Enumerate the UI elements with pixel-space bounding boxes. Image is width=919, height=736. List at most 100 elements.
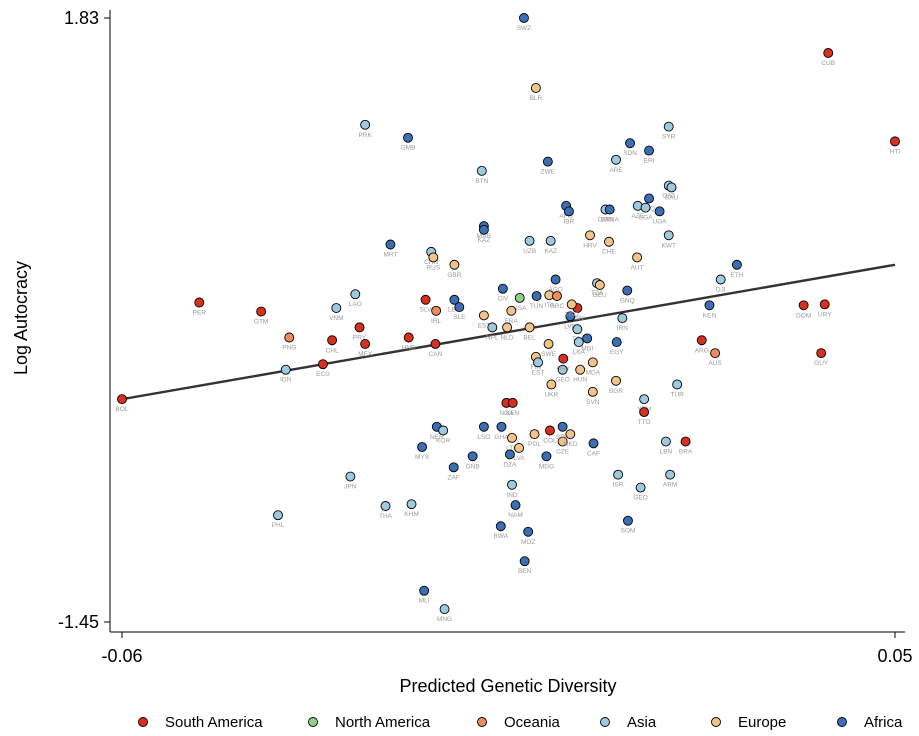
data-point-npl [487, 322, 498, 333]
data-point-dom [798, 300, 809, 311]
point-label-lvr: LVR [564, 323, 576, 330]
data-point-gbr [449, 259, 460, 270]
point-label-bgr: BGR [609, 388, 623, 395]
point-label-rus: RUS [426, 264, 440, 271]
data-point-ind [507, 479, 517, 490]
data-point-kor [438, 425, 449, 436]
point-label-ibr: IBR [564, 218, 575, 225]
data-point-tur [672, 379, 683, 390]
legend-marker-africa [837, 717, 847, 727]
point-label-ind: IND [506, 492, 518, 499]
point-label-eth: ETH [730, 272, 743, 279]
data-point-usa [514, 292, 525, 303]
x-tick-label-right: 0.05 [877, 646, 912, 666]
point-label-phl: PHL [272, 522, 285, 529]
point-label-mys: MYS [415, 454, 430, 461]
point-label-caf: CAF [587, 450, 600, 457]
point-label-bra: BRA [679, 449, 693, 456]
point-label-gha: GHA [494, 434, 509, 441]
point-label-ukr: UKR [544, 391, 558, 398]
point-label-tto: TTO [638, 419, 651, 426]
point-label-grc: GRC [550, 303, 565, 310]
point-label-ita: ITA [544, 302, 554, 309]
data-point-mkd [565, 429, 576, 440]
data-point-idn [280, 364, 291, 375]
point-label-lsn: LSN [571, 315, 584, 322]
data-point-irq [644, 193, 654, 204]
point-label-hti: HTI [890, 148, 901, 155]
data-point-ury2 [558, 353, 569, 364]
legend: South America North America Oceania Asia Eur… [138, 714, 903, 731]
point-label-aut: AUT [631, 264, 644, 271]
data-point-civ [497, 283, 508, 294]
point-label-usa: USA [513, 305, 527, 312]
data-point-cub [823, 48, 834, 58]
point-label-qat: QAT [662, 193, 675, 200]
point-label-aze: AZE [631, 213, 644, 220]
data-point-pry [354, 322, 365, 333]
data-point-zaf [448, 462, 459, 473]
point-label-gbr: GBR [447, 272, 461, 279]
data-point-eri [644, 145, 654, 156]
point-label-lbn: LBN [660, 449, 673, 456]
point-label-mex: MEX [358, 351, 373, 358]
point-label-svn: SVN [586, 399, 600, 406]
data-point-lva [514, 443, 524, 453]
point-label-chn: CHN [424, 259, 438, 266]
point-label-fin: FIN [531, 364, 542, 371]
data-point-bel [524, 322, 535, 333]
point-label-khm: KHM [404, 511, 418, 518]
legend-marker-south-america [138, 717, 148, 727]
data-point-bra [680, 436, 691, 447]
data-point-ecu [318, 359, 328, 370]
data-point-zwe [542, 156, 553, 167]
data-point-nam [510, 500, 521, 511]
data-point-swz [519, 13, 529, 23]
point-label-jpn: JPN [344, 484, 357, 491]
data-point-tha [380, 501, 391, 511]
point-label-pol: POL [528, 441, 541, 448]
point-label-guy: GUY [814, 360, 829, 367]
data-point-mdg [541, 451, 552, 462]
data-point-sdn [625, 138, 636, 149]
data-point-geo [635, 482, 646, 493]
data-point-lbr [449, 294, 460, 305]
data-point-mrt [385, 239, 396, 250]
data-point-gtm [256, 306, 267, 317]
point-label-srb: SRB [556, 434, 569, 441]
data-point-phl [273, 510, 283, 521]
x-axis-title: Predicted Genetic Diversity [399, 676, 616, 696]
point-label-moz: MOZ [521, 539, 535, 546]
point-label-gmb: GMB [401, 145, 416, 152]
point-label-est: EST [532, 369, 545, 376]
point-label-est2: EST [478, 322, 491, 329]
data-point-uzb [524, 235, 535, 246]
point-label-eri: ERI [644, 158, 655, 165]
data-point-eth [731, 259, 742, 270]
point-label-lbr: LBR [448, 307, 461, 314]
data-point-lbn [660, 436, 671, 447]
data-point-aut [632, 252, 643, 263]
point-label-are: ARE [609, 167, 623, 174]
legend-marker-asia [600, 717, 610, 727]
point-label-ury: URY [818, 311, 832, 318]
point-label-isr: ISR [613, 482, 624, 489]
data-point-deu [594, 280, 605, 290]
data-point-hti [890, 136, 900, 147]
point-label-ken: KEN [703, 312, 717, 319]
point-label-arm: ARM [663, 482, 677, 489]
data-point-bwa [495, 521, 506, 532]
point-label-hrv: HRV [583, 242, 597, 249]
point-label-nld: NLD [501, 334, 514, 341]
point-label-sdn: SDN [623, 150, 637, 157]
data-point-egy [611, 337, 622, 348]
point-label-png: PNG [282, 344, 296, 351]
point-label-irl: IRL [431, 318, 442, 325]
data-point-jpn [345, 471, 356, 482]
point-label-nam: NAM [508, 512, 522, 519]
point-label-lso: LSO [477, 434, 490, 441]
point-label-ecu: ECU [316, 371, 330, 378]
legend-label-asia: Asia [627, 714, 657, 731]
data-point-est [533, 357, 543, 368]
point-label-zaf: ZAF [448, 474, 460, 481]
